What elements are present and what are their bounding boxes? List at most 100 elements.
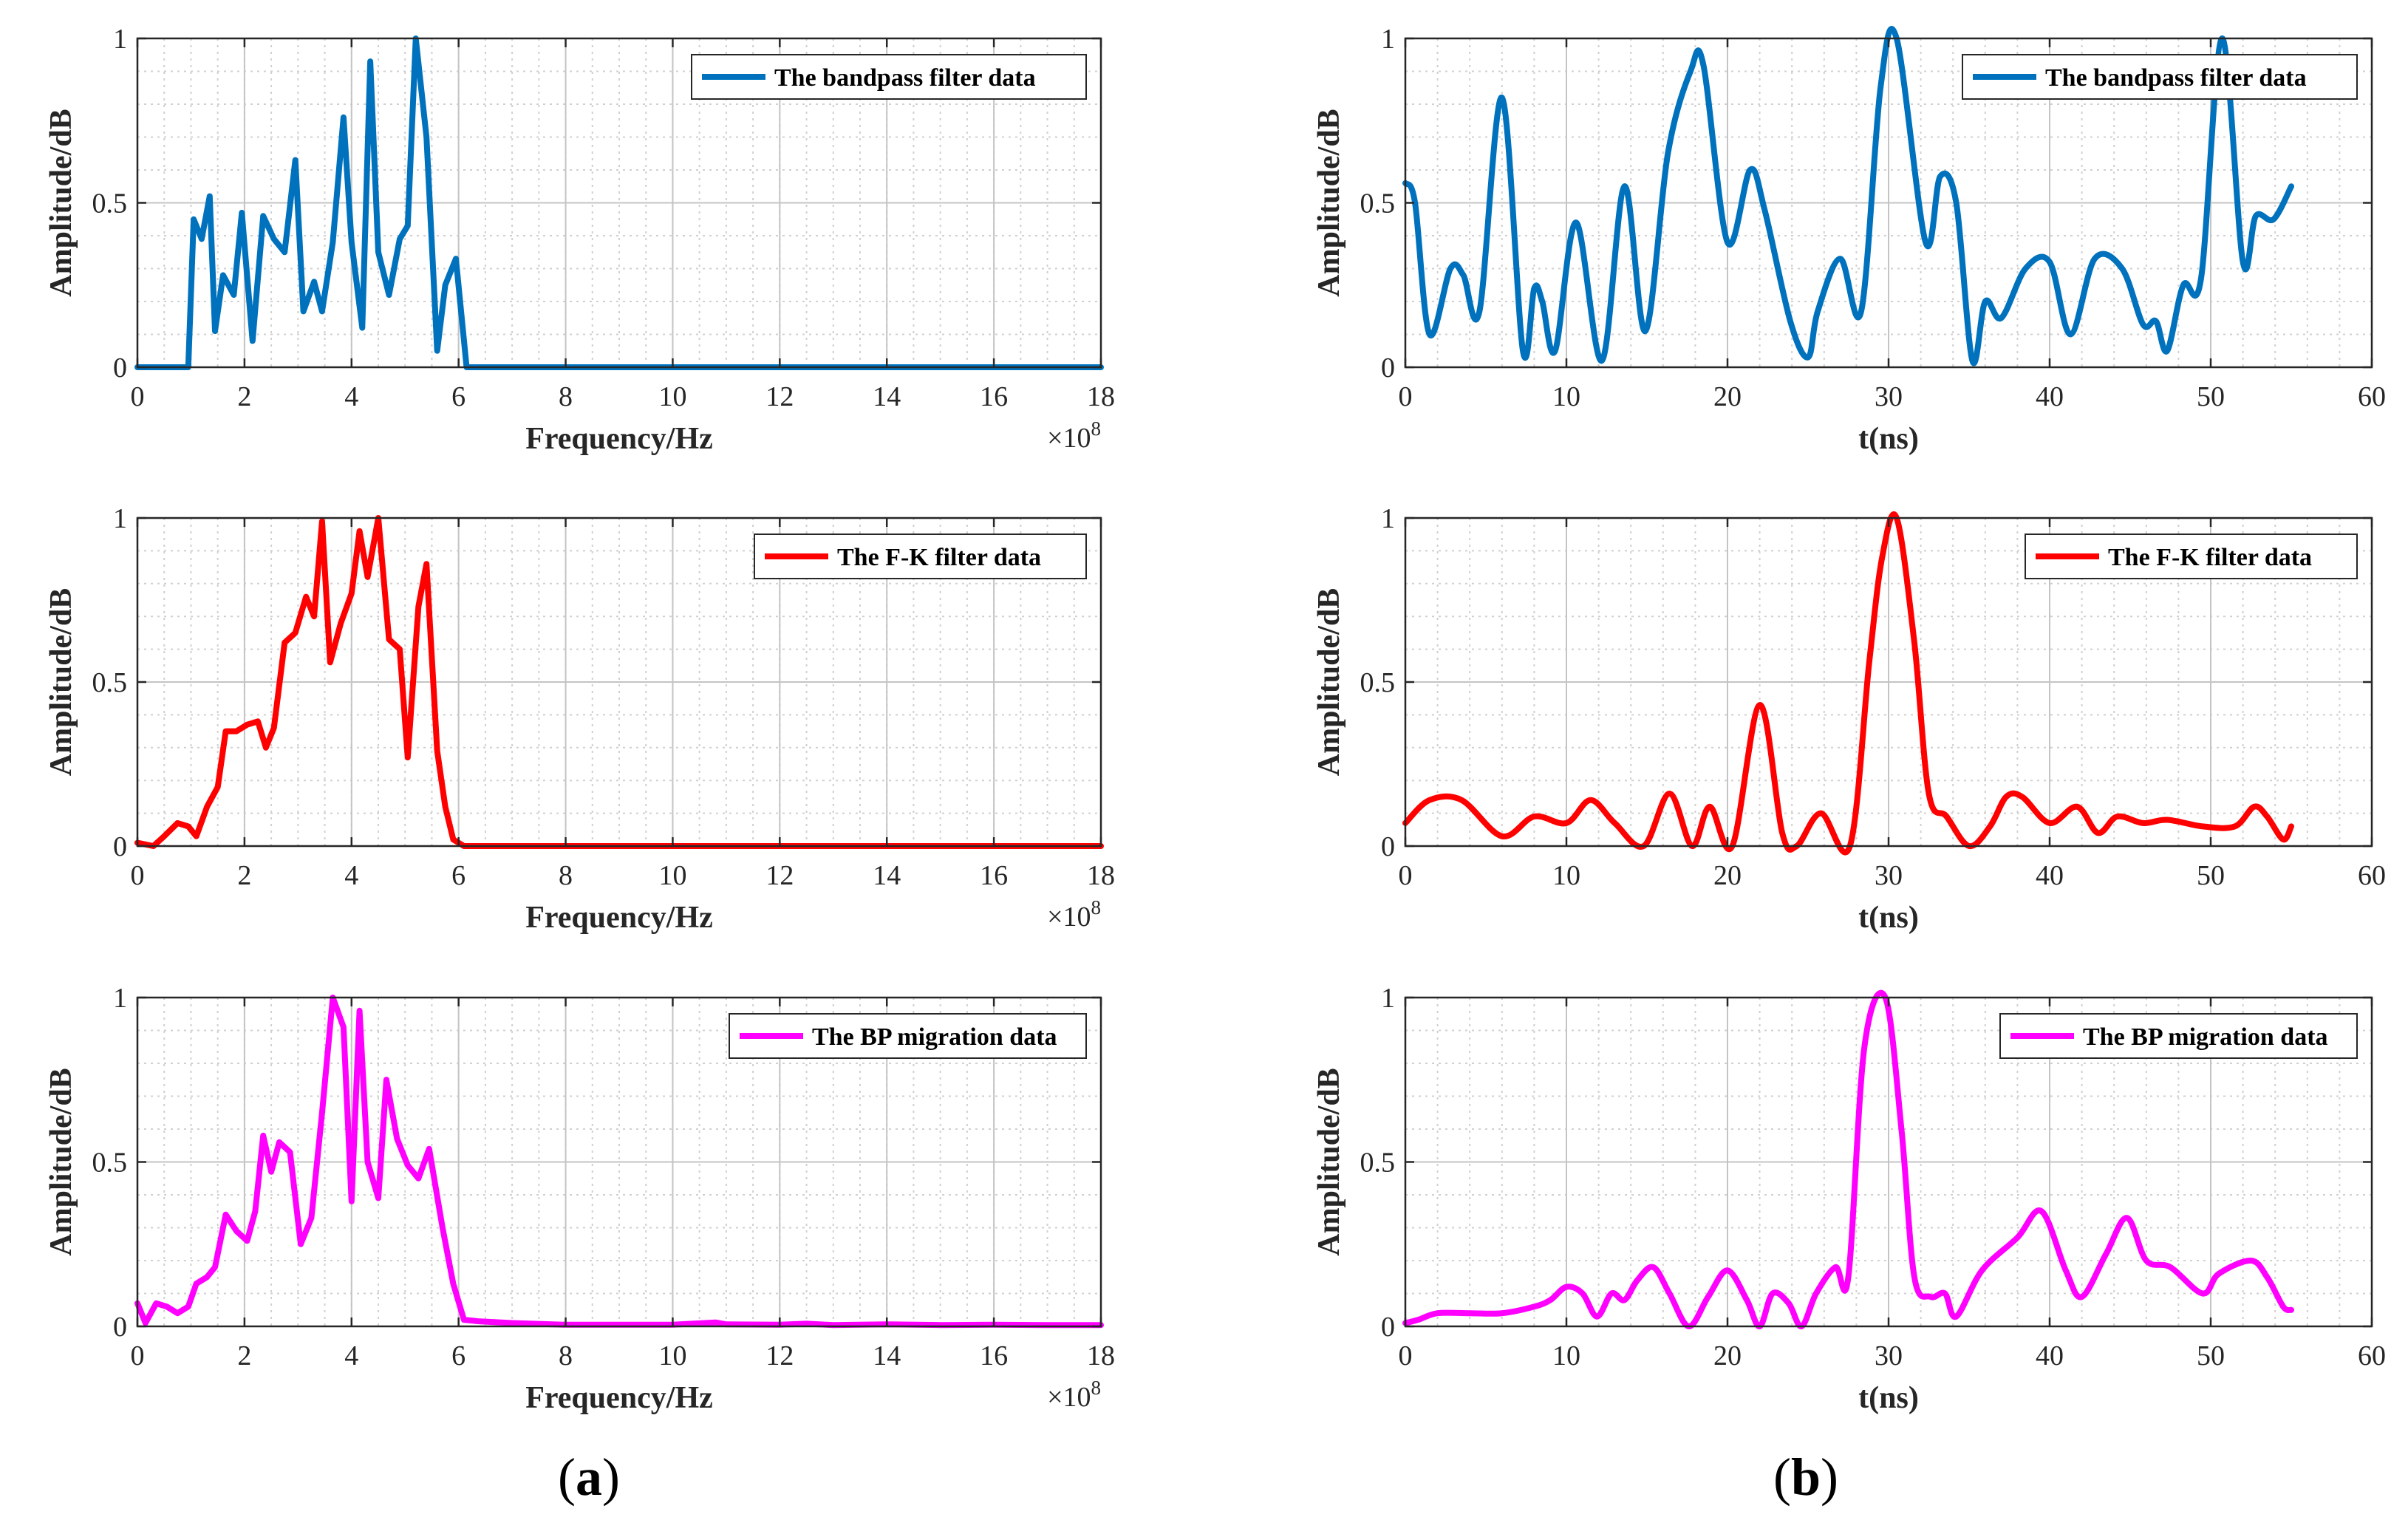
y-axis-label: Amplitude/dB <box>1312 588 1346 776</box>
x-axis-label: t(ns) <box>1858 1381 1919 1415</box>
y-tick-label: 0 <box>113 352 127 384</box>
x-tick-label: 50 <box>2197 1340 2225 1371</box>
x-tick-label: 50 <box>2197 381 2225 412</box>
chart-a3: 0 2 4 6 8 10 12 14 16 18 0 0.5 1 ×108 Frequency/Hz Ampl… <box>44 983 1115 1415</box>
x-tick-label: 18 <box>1087 860 1115 891</box>
series-line-b2-0 <box>1402 511 2294 856</box>
legend-label: The bandpass filter data <box>2045 64 2307 92</box>
x-tick-label: 0 <box>131 1340 145 1371</box>
y-tick-label: 0.5 <box>1360 188 1396 219</box>
x-tick-label: 2 <box>237 381 251 412</box>
x-tick-label: 16 <box>980 381 1008 412</box>
y-tick-label: 0.5 <box>92 667 128 698</box>
legend-b3: The BP migration data <box>1999 1013 2358 1059</box>
panel-letter-b: b <box>1790 1448 1821 1507</box>
y-axis-label: Amplitude/dB <box>44 588 78 776</box>
y-tick-label: 0.5 <box>1360 1148 1396 1179</box>
x-tick-label: 50 <box>2197 860 2225 891</box>
x-exponent-label: ×108 <box>1047 417 1101 454</box>
x-tick-label: 10 <box>1552 860 1580 891</box>
x-tick-label: 60 <box>2358 1340 2386 1371</box>
y-tick-label: 0 <box>1381 1312 1395 1343</box>
y-tick-label: 0.5 <box>92 188 128 219</box>
y-tick-label: 0 <box>1381 352 1395 384</box>
y-tick-label: 0.5 <box>1360 667 1396 698</box>
x-tick-label: 20 <box>1713 381 1742 412</box>
legend-label: The BP migration data <box>2083 1023 2328 1051</box>
y-tick-label: 0 <box>113 831 127 862</box>
x-tick-label: 4 <box>344 381 358 412</box>
chart-b2: 0 10 20 30 40 50 60 0 0.5 1 t(ns) Amplitude/dB The F… <box>1312 503 2386 935</box>
series-line-a3-0 <box>134 995 1104 1329</box>
chart-a1: 0 2 4 6 8 10 12 14 16 18 0 0.5 1 ×108 Frequency/Hz Ampl… <box>44 24 1115 456</box>
x-tick-label: 6 <box>451 381 465 412</box>
y-tick-label: 1 <box>113 503 127 534</box>
x-tick-label: 12 <box>765 381 794 412</box>
y-tick-label: 1 <box>113 983 127 1014</box>
series-line-a2-0 <box>134 515 1104 849</box>
series-line-b3-0 <box>1402 989 2294 1329</box>
x-tick-label: 20 <box>1713 1340 1742 1371</box>
x-tick-label: 10 <box>658 860 686 891</box>
x-tick-label: 40 <box>2036 1340 2064 1371</box>
grid <box>137 38 1102 368</box>
x-tick-label: 18 <box>1087 1340 1115 1371</box>
x-tick-label: 10 <box>658 381 686 412</box>
x-tick-label: 10 <box>658 1340 686 1371</box>
x-tick-label: 40 <box>2036 381 2064 412</box>
legend-a2: The F-K filter data <box>754 534 1087 579</box>
x-tick-label: 40 <box>2036 860 2064 891</box>
x-tick-label: 0 <box>1399 381 1413 412</box>
panel-label-b: (b) <box>1773 1448 1839 1507</box>
x-tick-label: 60 <box>2358 860 2386 891</box>
x-tick-label: 6 <box>451 1340 465 1371</box>
x-tick-label: 0 <box>131 860 145 891</box>
series-line-b1-0 <box>1402 26 2294 367</box>
y-axis-label: Amplitude/dB <box>44 109 78 296</box>
panel-label-a: (a) <box>558 1448 620 1507</box>
x-exponent-label: ×108 <box>1047 1377 1101 1413</box>
x-tick-label: 30 <box>1875 860 1903 891</box>
legend-label: The BP migration data <box>812 1023 1057 1051</box>
legend-label: The bandpass filter data <box>774 64 1036 92</box>
x-tick-label: 4 <box>344 1340 358 1371</box>
x-exponent-label: ×108 <box>1047 896 1101 933</box>
x-tick-label: 8 <box>559 1340 573 1371</box>
y-tick-label: 0 <box>1381 831 1395 862</box>
y-tick-label: 0 <box>113 1312 127 1343</box>
legend-a1: The bandpass filter data <box>691 54 1087 100</box>
x-axis-label: Frequency/Hz <box>525 1381 713 1415</box>
chart-b1: 0 10 20 30 40 50 60 0 0.5 1 t(ns) Amplitude/dB The b… <box>1312 24 2386 456</box>
x-tick-label: 12 <box>765 1340 794 1371</box>
x-tick-label: 20 <box>1713 860 1742 891</box>
x-tick-label: 18 <box>1087 381 1115 412</box>
y-axis-label: Amplitude/dB <box>44 1068 78 1255</box>
x-tick-label: 4 <box>344 860 358 891</box>
x-tick-label: 0 <box>131 381 145 412</box>
x-tick-label: 10 <box>1552 381 1580 412</box>
x-tick-label: 14 <box>873 860 901 891</box>
x-tick-label: 8 <box>559 860 573 891</box>
y-tick-label: 1 <box>1381 503 1395 534</box>
x-axis-label: Frequency/Hz <box>525 422 713 456</box>
x-tick-label: 16 <box>980 860 1008 891</box>
x-tick-label: 2 <box>237 1340 251 1371</box>
legend-a3: The BP migration data <box>729 1013 1087 1059</box>
panel-letter-a: a <box>575 1448 602 1507</box>
chart-b3: 0 10 20 30 40 50 60 0 0.5 1 t(ns) Amplitude/dB The B… <box>1312 983 2386 1415</box>
x-axis-label: t(ns) <box>1858 422 1919 456</box>
x-tick-label: 8 <box>559 381 573 412</box>
x-tick-label: 10 <box>1552 1340 1580 1371</box>
legend-label: The F-K filter data <box>837 544 1041 571</box>
x-tick-label: 0 <box>1399 1340 1413 1371</box>
y-tick-label: 1 <box>113 24 127 55</box>
x-tick-label: 30 <box>1875 1340 1903 1371</box>
y-axis-label: Amplitude/dB <box>1312 109 1346 296</box>
x-tick-label: 14 <box>873 1340 901 1371</box>
series-line-a1-0 <box>134 35 1104 370</box>
legend-b1: The bandpass filter data <box>1962 54 2358 100</box>
chart-a2: 0 2 4 6 8 10 12 14 16 18 0 0.5 1 ×108 Frequency/Hz Ampl… <box>44 503 1115 935</box>
x-tick-label: 2 <box>237 860 251 891</box>
x-axis-label: t(ns) <box>1858 901 1919 935</box>
